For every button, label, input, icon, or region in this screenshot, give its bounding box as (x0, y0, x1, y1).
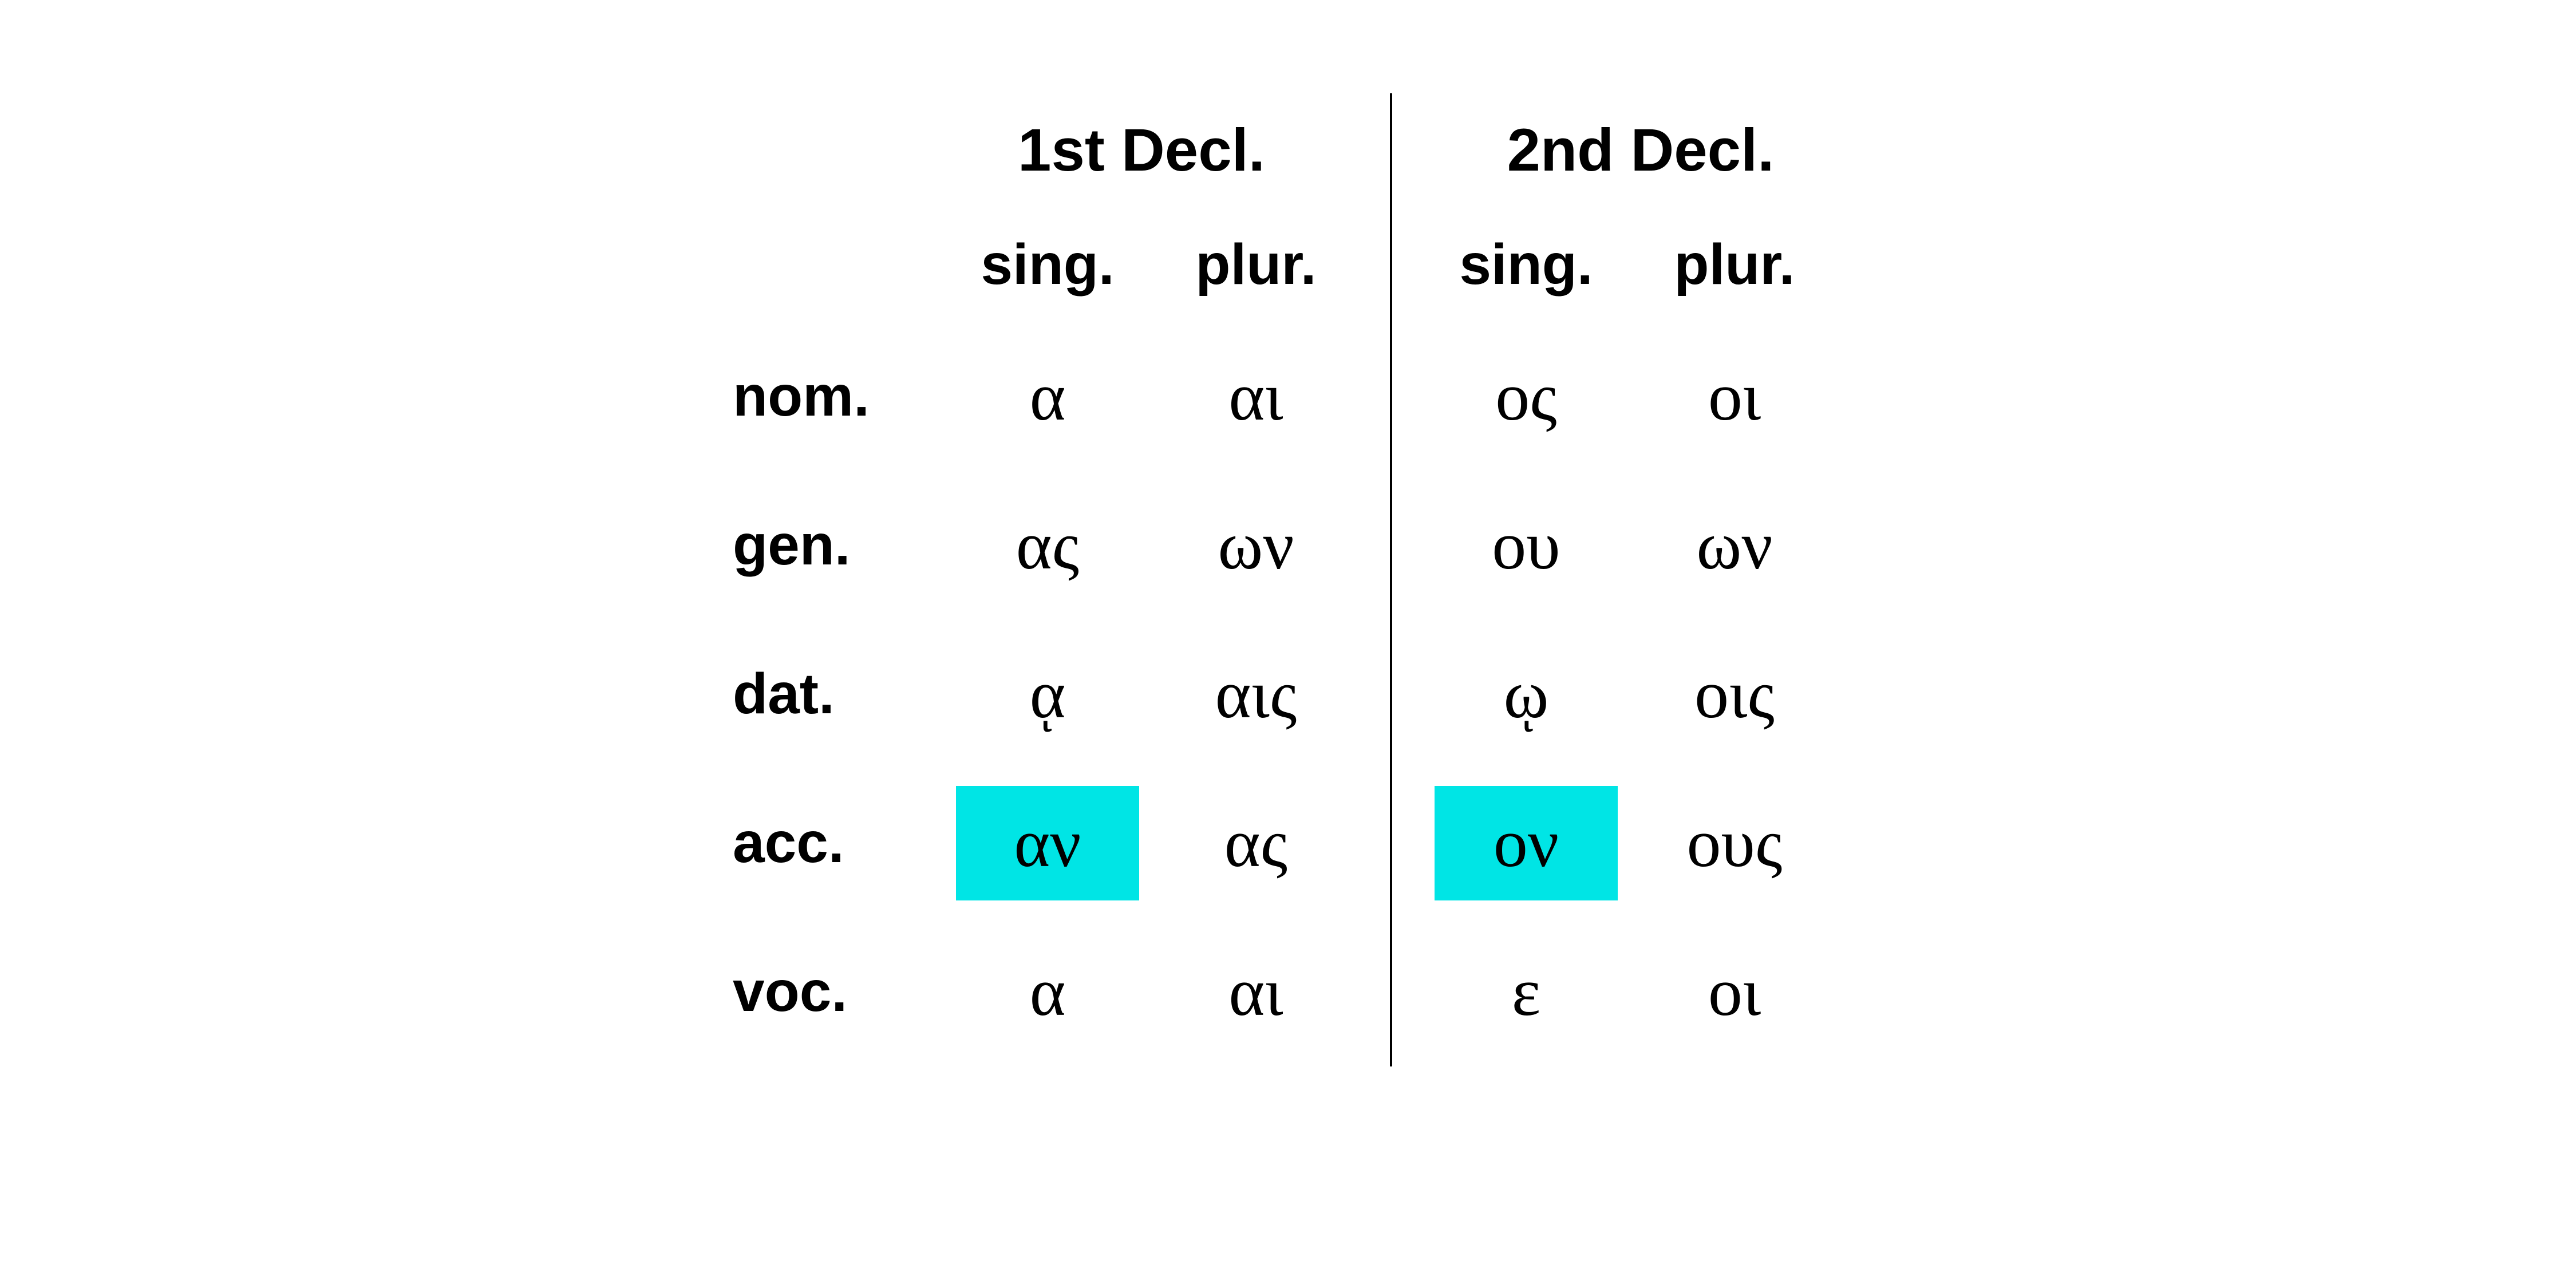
row-label-dat: dat. (727, 620, 933, 769)
cell: αις (1164, 637, 1348, 752)
cell: ᾳ (956, 637, 1139, 752)
cell: ῳ (1435, 637, 1618, 752)
row-label-acc: acc. (727, 769, 933, 918)
group-header-1: 1st Decl. (1018, 117, 1265, 184)
subheader-2-plur: plur. (1674, 232, 1795, 297)
cell: ων (1164, 488, 1348, 603)
cell: α (956, 935, 1139, 1049)
subheader-1-plur: plur. (1195, 232, 1316, 297)
table-row: acc. αν ας ον ους (727, 769, 1849, 918)
cell: οι (1643, 339, 1826, 454)
cell: οι (1643, 935, 1826, 1049)
cell-highlighted: ον (1435, 786, 1618, 900)
declension-table: 1st Decl. 2nd Decl. sing. plur. sing. pl… (727, 93, 1849, 1066)
cell: ας (956, 488, 1139, 603)
subheader-2-sing: sing. (1459, 232, 1593, 297)
cell: αι (1164, 339, 1348, 454)
cell: ους (1643, 786, 1826, 900)
cell: ων (1643, 488, 1826, 603)
table-row: dat. ᾳ αις ῳ οις (727, 620, 1849, 769)
row-label-nom: nom. (727, 322, 933, 471)
cell: ε (1435, 935, 1618, 1049)
table-row: gen. ας ων ου ων (727, 471, 1849, 620)
cell: αι (1164, 935, 1348, 1049)
row-label-gen: gen. (727, 471, 933, 620)
group-header-2: 2nd Decl. (1507, 117, 1775, 184)
cell-highlighted: αν (956, 786, 1139, 900)
subheader-1-sing: sing. (981, 232, 1114, 297)
table-row: voc. α αι ε οι (727, 918, 1849, 1066)
cell: ος (1435, 339, 1618, 454)
cell: οις (1643, 637, 1826, 752)
cell: ου (1435, 488, 1618, 603)
row-label-voc: voc. (727, 918, 933, 1066)
table-row: nom. α αι ος οι (727, 322, 1849, 471)
cell: α (956, 339, 1139, 454)
cell: ας (1164, 786, 1348, 900)
